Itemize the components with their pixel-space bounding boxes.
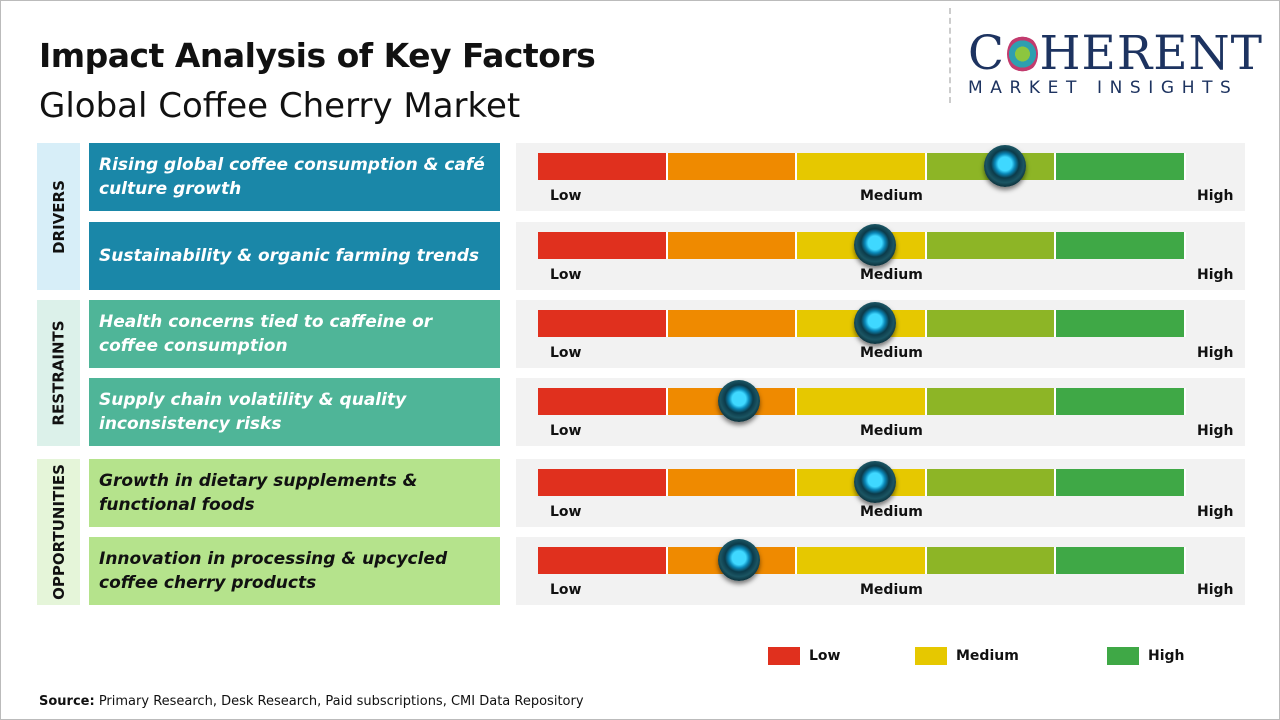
gauge-segment [538,232,668,259]
legend-medium: Medium [915,647,1019,665]
impact-indicator-knob [717,380,760,422]
legend-low: Low [768,647,840,665]
impact-gauge: Low Medium High [516,378,1245,446]
low-label: Low [550,267,582,283]
low-label: Low [550,582,582,598]
gauge-segment [1056,547,1186,574]
medium-label: Medium [860,345,923,361]
category-label: DRIVERS [49,179,68,254]
gauge-segment [1056,310,1186,337]
source-note: Source: Primary Research, Desk Research,… [39,694,584,709]
page-subtitle: Global Coffee Cherry Market [39,86,521,126]
gauge-segment [538,310,668,337]
impact-gauge: Low Medium High [516,300,1245,368]
high-label: High [1197,504,1234,520]
gauge-bar [538,224,1186,266]
factor-label: Growth in dietary supplements & function… [89,459,500,527]
gauge-segment [1056,153,1186,180]
low-label: Low [550,504,582,520]
high-label: High [1197,582,1234,598]
category-label: RESTRAINTS [49,320,68,426]
divider [949,8,951,103]
impact-indicator-knob [983,145,1026,187]
medium-label: Medium [860,504,923,520]
gauge-bar [538,145,1186,187]
gauge-segment [926,232,1057,259]
category-label: OPPORTUNITIES [49,464,68,600]
impact-indicator-knob [853,224,896,266]
gauge-bar [538,461,1186,503]
impact-indicator-knob [853,461,896,503]
gauge-bar [538,380,1186,422]
gauge-bar [538,539,1186,581]
high-label: High [1197,345,1234,361]
gauge-bar [538,302,1186,344]
gauge-segment [538,547,668,574]
gauge-segment [538,388,668,415]
impact-indicator-knob [717,539,760,581]
gauge-segment [926,388,1057,415]
low-label: Low [550,423,582,439]
legend-high: High [1107,647,1185,665]
medium-label: Medium [860,582,923,598]
factor-label: Health concerns tied to caffeine or coff… [89,300,500,368]
gauge-segment [797,153,927,180]
low-label: Low [550,345,582,361]
gauge-segment [926,547,1057,574]
medium-label: Medium [860,423,923,439]
impact-gauge: Low Medium High [516,459,1245,527]
factor-label: Rising global coffee consumption & café … [89,143,500,211]
gauge-segment [926,469,1057,496]
factor-label: Supply chain volatility & quality incons… [89,378,500,446]
impact-gauge: Low Medium High [516,143,1245,211]
gauge-segment [797,388,927,415]
company-logo: C HERENT MARKET INSIGHTS [968,26,1263,99]
gauge-segment [1056,388,1186,415]
gauge-segment [667,153,798,180]
impact-gauge: Low Medium High [516,222,1245,290]
gauge-segment [667,469,798,496]
impact-indicator-knob [853,302,896,344]
gauge-segment [667,310,798,337]
gauge-segment [667,232,798,259]
gauge-segment [1056,232,1186,259]
high-label: High [1197,423,1234,439]
page-title: Impact Analysis of Key Factors [39,36,596,75]
gauge-segment [926,310,1057,337]
medium-label: Medium [860,267,923,283]
gauge-segment [538,469,668,496]
gauge-segment [1056,469,1186,496]
category-drivers: DRIVERS [37,143,80,290]
factor-label: Sustainability & organic farming trends [89,222,500,290]
category-restraints: RESTRAINTS [37,300,80,446]
low-label: Low [550,188,582,204]
factor-label: Innovation in processing & upcycled coff… [89,537,500,605]
high-label: High [1197,188,1234,204]
gauge-segment [797,547,927,574]
globe-icon [1006,35,1038,73]
impact-gauge: Low Medium High [516,537,1245,605]
high-label: High [1197,267,1234,283]
medium-label: Medium [860,188,923,204]
category-opportunities: OPPORTUNITIES [37,459,80,605]
gauge-segment [538,153,668,180]
